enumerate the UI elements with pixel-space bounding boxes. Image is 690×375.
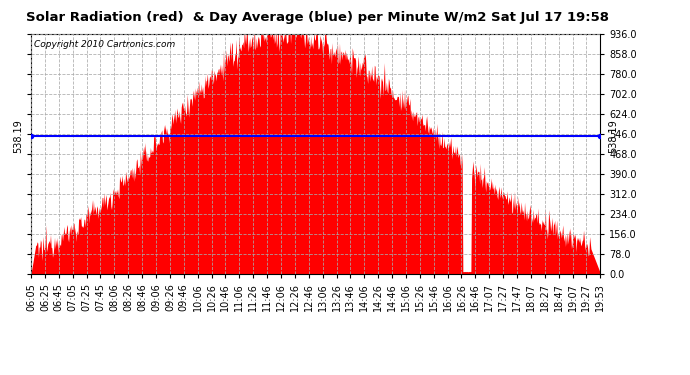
Text: 538.19: 538.19 xyxy=(608,119,618,153)
Text: 538.19: 538.19 xyxy=(14,119,23,153)
Text: Copyright 2010 Cartronics.com: Copyright 2010 Cartronics.com xyxy=(34,40,175,49)
Text: Solar Radiation (red)  & Day Average (blue) per Minute W/m2 Sat Jul 17 19:58: Solar Radiation (red) & Day Average (blu… xyxy=(26,11,609,24)
